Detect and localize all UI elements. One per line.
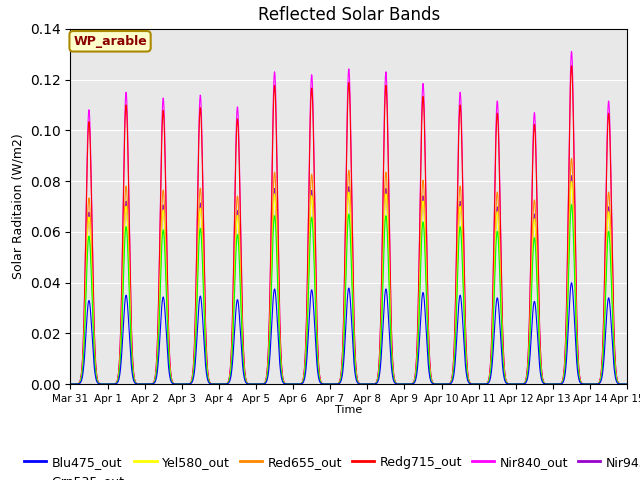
Blu475_out [568,280,575,286]
Nir840_out [163,250,171,256]
Line: Blu475_out: Blu475_out [70,283,627,384]
Nir945_out [512,381,520,387]
Nir945_out [163,299,171,305]
Redg715_out [623,381,631,387]
Red655_out [130,375,138,381]
Yel580_out [552,381,560,387]
Nir840_out [552,381,560,387]
Nir840_out [304,240,312,245]
Line: Yel580_out: Yel580_out [70,181,627,384]
Nir840_out [623,381,631,387]
Nir945_out [623,381,631,387]
Text: WP_arable: WP_arable [73,35,147,48]
Legend: Blu475_out, Grn535_out, Yel580_out, Red655_out, Redg715_out, Nir840_out, Nir945_: Blu475_out, Grn535_out, Yel580_out, Red6… [19,451,640,480]
Redg715_out [304,246,312,252]
Yel580_out [304,295,312,300]
Grn535_out [163,311,171,316]
Red655_out [280,380,288,385]
Red655_out [612,375,620,381]
Red655_out [512,381,520,387]
Yel580_out [130,375,138,381]
Blu475_out [612,378,620,384]
Nir840_out [280,379,288,384]
X-axis label: Time: Time [335,405,362,415]
Red655_out [552,381,560,387]
Nir945_out [67,381,74,387]
Blu475_out [130,378,138,384]
Yel580_out [163,301,171,307]
Blu475_out [280,381,288,386]
Nir840_out [568,48,575,54]
Redg715_out [512,381,520,387]
Redg715_out [280,379,288,384]
Line: Red655_out: Red655_out [70,158,627,384]
Yel580_out [612,376,620,382]
Line: Nir945_out: Nir945_out [70,176,627,384]
Grn535_out [130,376,138,382]
Line: Redg715_out: Redg715_out [70,66,627,384]
Title: Reflected Solar Bands: Reflected Solar Bands [258,6,440,24]
Blu475_out [552,381,560,387]
Nir945_out [304,292,312,298]
Redg715_out [163,256,171,262]
Yel580_out [512,381,520,387]
Red655_out [163,292,171,298]
Red655_out [304,285,312,291]
Nir945_out [568,173,575,179]
Grn535_out [512,381,520,387]
Yel580_out [568,179,575,184]
Y-axis label: Solar Raditaion (W/m2): Solar Raditaion (W/m2) [12,133,24,279]
Redg715_out [552,381,560,387]
Redg715_out [130,372,138,378]
Red655_out [623,381,631,387]
Yel580_out [280,380,288,385]
Grn535_out [623,381,631,387]
Line: Grn535_out: Grn535_out [70,204,627,384]
Grn535_out [568,202,575,207]
Grn535_out [67,381,74,387]
Red655_out [568,156,575,161]
Nir840_out [67,381,74,387]
Line: Nir840_out: Nir840_out [70,51,627,384]
Redg715_out [568,63,575,69]
Yel580_out [623,381,631,387]
Redg715_out [67,381,74,387]
Grn535_out [612,376,620,382]
Nir945_out [612,375,620,381]
Blu475_out [304,338,312,344]
Nir945_out [130,375,138,381]
Nir840_out [612,372,620,378]
Blu475_out [67,381,74,387]
Grn535_out [304,305,312,311]
Nir945_out [552,381,560,387]
Nir840_out [512,381,520,387]
Red655_out [67,381,74,387]
Yel580_out [67,381,74,387]
Grn535_out [280,380,288,385]
Nir840_out [130,372,138,378]
Blu475_out [623,381,631,387]
Blu475_out [163,341,171,347]
Redg715_out [612,372,620,378]
Grn535_out [552,381,560,387]
Blu475_out [512,381,520,387]
Nir945_out [280,380,288,385]
